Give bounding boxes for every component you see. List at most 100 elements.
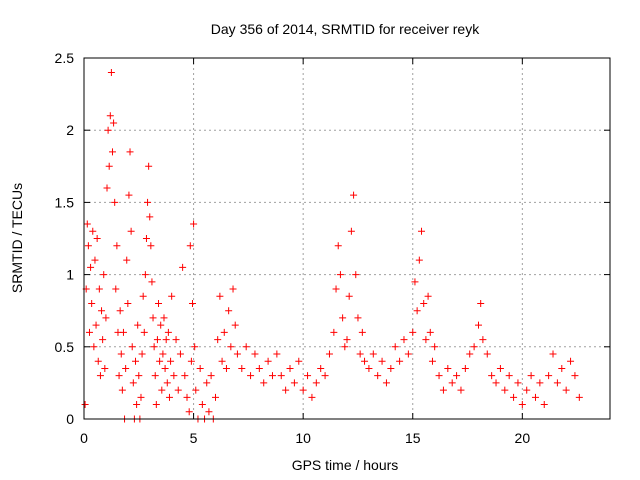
data-point — [345, 292, 353, 300]
data-point — [290, 379, 298, 387]
y-tick-label: 0 — [66, 411, 74, 427]
data-point — [350, 191, 358, 199]
data-point — [159, 350, 167, 358]
data-point — [113, 242, 121, 250]
data-point — [94, 357, 102, 365]
data-point — [108, 148, 116, 156]
data-point — [164, 328, 172, 336]
axis-ticks: 0 5 10 15 20 0 0.5 1 1.5 2 2.5 — [55, 50, 610, 446]
data-point — [116, 307, 124, 315]
data-point — [134, 321, 142, 329]
data-point — [123, 256, 131, 264]
data-point — [216, 292, 224, 300]
data-point — [229, 285, 237, 293]
y-tick-label: 2 — [66, 122, 74, 138]
y-tick-label: 1 — [66, 267, 74, 283]
data-point — [181, 372, 189, 380]
data-point — [158, 386, 166, 394]
data-point — [152, 401, 160, 409]
data-point — [347, 227, 355, 235]
plot-area-frame — [83, 57, 611, 420]
data-point — [356, 350, 364, 358]
data-point — [151, 372, 159, 380]
data-point — [273, 350, 281, 358]
data-point — [325, 350, 333, 358]
data-point — [428, 357, 436, 365]
data-point — [255, 364, 263, 372]
data-point — [145, 162, 153, 170]
data-point — [553, 379, 561, 387]
data-point — [488, 372, 496, 380]
data-point — [95, 285, 103, 293]
data-point — [168, 292, 176, 300]
data-point — [332, 285, 340, 293]
data-point — [92, 321, 100, 329]
data-point — [444, 364, 452, 372]
data-point — [391, 343, 399, 351]
data-point — [312, 379, 320, 387]
data-point — [536, 379, 544, 387]
x-tick-label: 10 — [295, 430, 311, 446]
data-point — [374, 372, 382, 380]
data-point — [106, 112, 114, 120]
y-tick-label: 1.5 — [55, 194, 75, 210]
data-point — [571, 372, 579, 380]
data-point — [90, 343, 98, 351]
data-point — [531, 393, 539, 401]
data-point — [400, 336, 408, 344]
data-point — [126, 148, 134, 156]
data-point — [160, 314, 168, 322]
data-point — [214, 336, 222, 344]
data-point — [212, 393, 219, 401]
data-point — [133, 401, 141, 409]
data-point — [352, 271, 360, 279]
data-point — [477, 299, 485, 307]
data-point — [139, 292, 147, 300]
data-point — [426, 328, 434, 336]
data-point — [361, 357, 369, 365]
x-tick-label: 5 — [190, 430, 198, 446]
data-point — [260, 379, 268, 387]
data-point — [187, 357, 195, 365]
data-point — [119, 328, 127, 336]
data-point — [112, 285, 120, 293]
data-point — [247, 372, 255, 380]
data-point — [540, 401, 548, 409]
data-point — [183, 393, 191, 401]
data-point — [128, 343, 136, 351]
data-point — [222, 364, 230, 372]
data-point — [147, 242, 155, 250]
data-point — [510, 393, 518, 401]
x-tick-label: 20 — [515, 430, 531, 446]
data-point — [231, 321, 239, 329]
x-tick-label: 15 — [405, 430, 421, 446]
data-point — [203, 379, 211, 387]
data-point — [167, 357, 175, 365]
data-point — [387, 364, 395, 372]
data-point — [336, 271, 344, 279]
data-point — [233, 350, 241, 358]
data-point — [343, 336, 351, 344]
data-point — [479, 336, 487, 344]
data-point — [105, 162, 113, 170]
data-point — [413, 307, 421, 315]
data-point — [299, 386, 307, 394]
data-point — [457, 386, 465, 394]
data-point — [483, 350, 491, 358]
data-point — [435, 372, 443, 380]
data-point — [286, 364, 294, 372]
data-point — [192, 386, 200, 394]
data-point — [220, 328, 228, 336]
data-point — [365, 364, 373, 372]
data-point — [505, 372, 513, 380]
data-point — [157, 321, 165, 329]
data-point — [107, 68, 115, 76]
data-point — [174, 386, 182, 394]
data-point — [176, 350, 184, 358]
y-tick-label: 2.5 — [55, 50, 75, 66]
data-point — [562, 386, 570, 394]
data-point — [135, 372, 143, 380]
data-point — [523, 386, 531, 394]
data-point — [475, 321, 482, 329]
data-point — [179, 263, 187, 271]
